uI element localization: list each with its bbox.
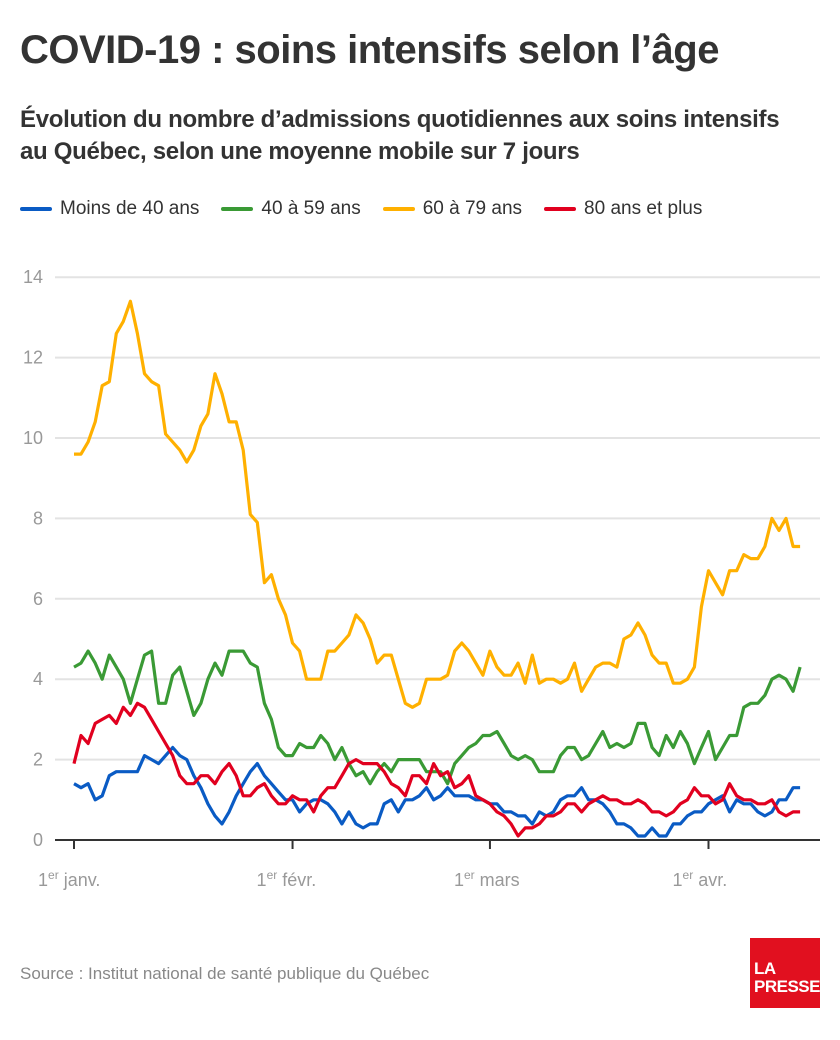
y-tick-label: 6 — [33, 589, 43, 609]
x-tick-label: 1er mars — [454, 868, 520, 890]
series-lines — [72, 299, 802, 838]
legend-label-60-79: 60 à 79 ans — [422, 198, 523, 219]
legend-label-40-59: 40 à 59 ans — [261, 198, 361, 219]
series-line-80-ans-et-plus — [72, 701, 801, 838]
y-tick-label: 12 — [23, 348, 43, 368]
x-axis-ticks: 1er janv. 1er févr. 1er mars 1er avr. — [38, 840, 727, 890]
legend-label-80-plus: 80 ans et plus — [584, 198, 703, 219]
legend-swatch-60-79 — [382, 207, 415, 211]
y-tick-label: 4 — [33, 669, 43, 689]
chart-title: COVID-19 : soins intensifs selon l’âge — [20, 28, 719, 72]
logo-line-1: LA — [754, 959, 776, 978]
x-tick-label: 1er févr. — [257, 868, 317, 890]
la-presse-logo: LA PRESSE — [750, 938, 820, 1008]
y-tick-label: 0 — [33, 830, 43, 850]
legend-item-40-59: 40 à 59 ans — [221, 198, 361, 220]
series-line-60-79-ans — [74, 299, 801, 709]
x-tick-label: 1er avr. — [673, 868, 728, 890]
source-note: Source : Institut national de santé publ… — [20, 964, 430, 983]
y-tick-label: 14 — [23, 267, 43, 287]
legend-swatch-80-plus — [544, 207, 577, 211]
y-axis-ticks: 0 2 4 6 8 10 12 14 — [23, 267, 43, 850]
legend-swatch-40-59 — [221, 207, 254, 211]
y-tick-label: 2 — [33, 750, 43, 770]
legend-item-under-40: Moins de 40 ans — [20, 198, 199, 220]
legend: Moins de 40 ans 40 à 59 ans 60 à 79 ans … — [20, 198, 702, 220]
logo-line-2: PRESSE — [754, 977, 820, 996]
y-tick-label: 10 — [23, 428, 43, 448]
x-tick-label: 1er janv. — [38, 868, 100, 890]
legend-item-60-79: 60 à 79 ans — [382, 198, 523, 220]
chart-subtitle: Évolution du nombre d’admissions quotidi… — [20, 106, 780, 165]
legend-item-80-plus: 80 ans et plus — [544, 198, 702, 220]
y-tick-label: 8 — [33, 508, 43, 528]
series-line-moins-de-40-ans — [73, 745, 801, 838]
legend-swatch-under-40 — [20, 207, 52, 211]
legend-label-under-40: Moins de 40 ans — [60, 198, 200, 219]
